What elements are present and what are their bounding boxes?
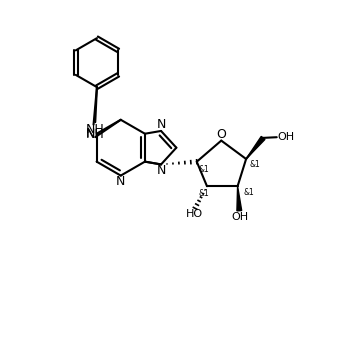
Text: &1: &1	[198, 189, 209, 198]
Text: OH: OH	[277, 132, 294, 142]
Polygon shape	[237, 186, 242, 211]
Text: N: N	[86, 127, 95, 140]
Text: HO: HO	[186, 210, 203, 220]
Text: NH: NH	[86, 128, 104, 141]
Text: &1: &1	[249, 159, 260, 168]
Text: N: N	[116, 175, 126, 188]
Text: N: N	[157, 118, 166, 131]
Text: OH: OH	[232, 212, 249, 222]
Text: N: N	[157, 164, 166, 177]
Polygon shape	[246, 137, 265, 159]
Text: O: O	[217, 128, 226, 141]
Text: NH: NH	[86, 123, 104, 136]
Text: &1: &1	[198, 165, 209, 174]
Text: &1: &1	[244, 188, 254, 197]
